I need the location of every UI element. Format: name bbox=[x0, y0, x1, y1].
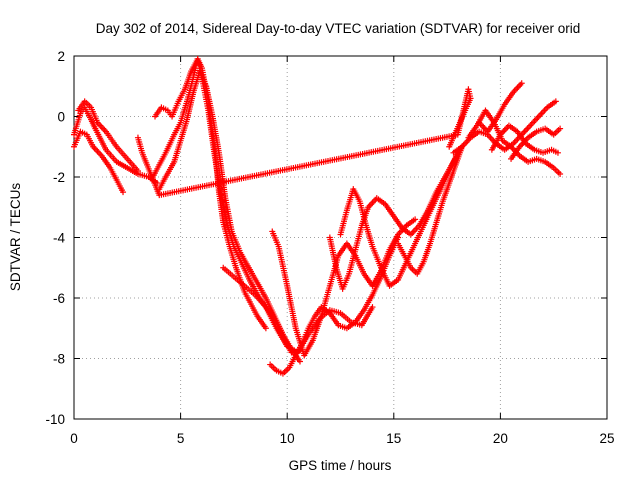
data-point-marker bbox=[369, 304, 376, 311]
data-point-marker bbox=[134, 167, 141, 174]
data-point-marker bbox=[554, 149, 561, 156]
y-tick-label: -8 bbox=[53, 352, 65, 367]
x-tick-label: 25 bbox=[599, 431, 614, 446]
data-point-marker bbox=[446, 143, 453, 150]
x-tick-labels: 0 5 10 15 20 25 bbox=[70, 431, 614, 446]
y-axis-label: SDTVAR / TECUs bbox=[8, 183, 23, 292]
data-point-marker bbox=[518, 80, 525, 87]
data-point-marker bbox=[262, 325, 269, 332]
data-points bbox=[71, 56, 564, 377]
x-axis-label: GPS time / hours bbox=[289, 458, 392, 473]
y-tick-labels: -10 -8 -6 -4 -2 0 2 bbox=[45, 49, 65, 427]
y-tick-label: 2 bbox=[57, 49, 65, 64]
x-tick-label: 15 bbox=[386, 431, 401, 446]
y-tick-label: 0 bbox=[57, 110, 65, 125]
y-tick-label: -2 bbox=[53, 170, 65, 185]
x-tick-label: 5 bbox=[177, 431, 185, 446]
y-tick-label: -4 bbox=[53, 231, 65, 246]
data-point-marker bbox=[296, 358, 303, 365]
data-point-marker bbox=[412, 216, 419, 223]
y-tick-label: -10 bbox=[45, 412, 65, 427]
x-tick-label: 10 bbox=[280, 431, 295, 446]
x-tick-label: 0 bbox=[70, 431, 78, 446]
data-point-marker bbox=[120, 189, 127, 196]
chart-title: Day 302 of 2014, Sidereal Day-to-day VTE… bbox=[96, 21, 580, 36]
plot-frame bbox=[73, 55, 608, 420]
data-point-marker bbox=[557, 125, 564, 132]
grid-lines bbox=[74, 56, 607, 419]
x-tick-label: 20 bbox=[493, 431, 508, 446]
data-point-marker bbox=[557, 170, 564, 177]
data-point-marker bbox=[552, 98, 559, 105]
axis-ticks bbox=[73, 55, 608, 420]
y-tick-label: -6 bbox=[53, 291, 65, 306]
